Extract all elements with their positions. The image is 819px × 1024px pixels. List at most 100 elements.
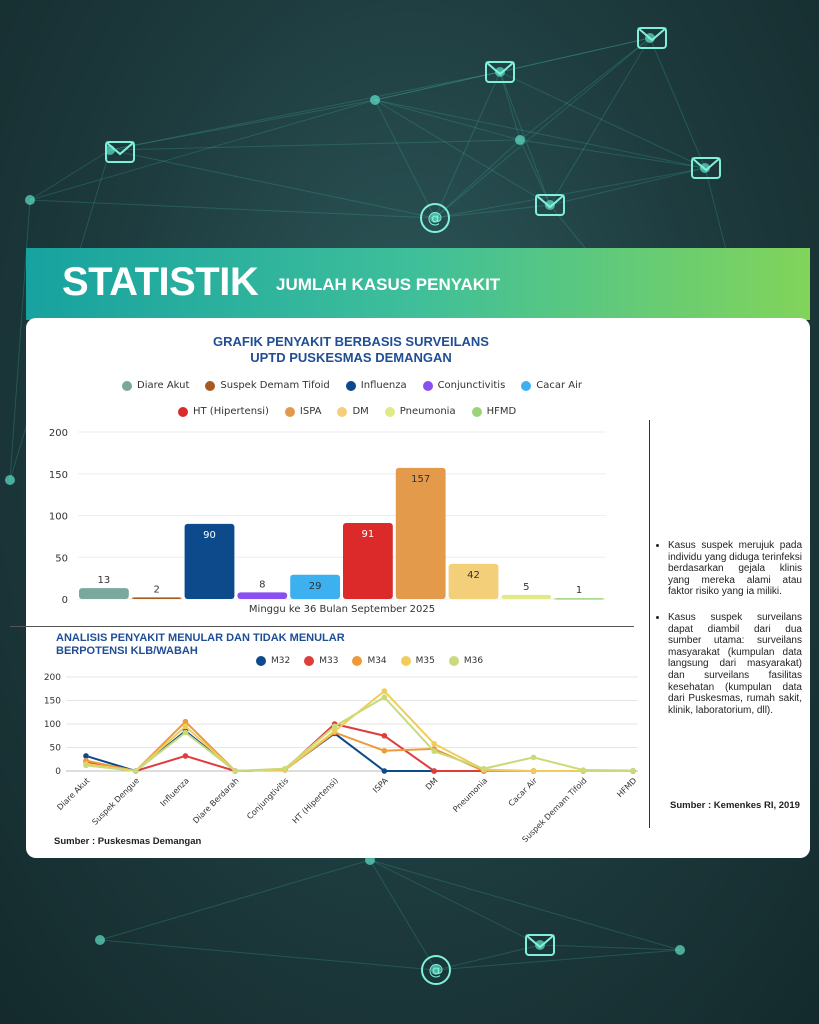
legend-swatch [471, 406, 482, 417]
data-point [381, 768, 388, 774]
x-axis-label: Minggu ke 36 Bulan September 2025 [249, 604, 435, 615]
header-banner: STATISTIK JUMLAH KASUS PENYAKIT [26, 248, 810, 320]
network-line [374, 99, 551, 206]
at-icon [420, 203, 450, 233]
legend-swatch [400, 656, 411, 666]
y-tick-label: 200 [49, 428, 68, 439]
network-line [434, 71, 501, 219]
mail-icon [525, 934, 555, 949]
mail-icon [525, 934, 555, 956]
legend-item: Suspek Demam Tifoid [205, 380, 330, 391]
network-node [25, 195, 35, 205]
legend-swatch [284, 406, 295, 417]
network-line [499, 37, 651, 73]
network-line [9, 199, 31, 481]
x-tick-label: ISPA [371, 776, 390, 795]
banner-title: STATISTIK [62, 260, 259, 304]
legend-item: M35 [400, 656, 435, 666]
network-node [95, 935, 105, 945]
line-title-line2: BERPOTENSI KLB/WABAH [56, 645, 198, 657]
legend-label: Influenza [360, 380, 407, 391]
series-line-m35 [85, 689, 633, 773]
legend-item: M34 [352, 656, 387, 666]
data-label: 1 [576, 585, 582, 596]
mail-icon [637, 27, 667, 49]
data-point [83, 762, 89, 769]
legend-label: Pneumonia [399, 406, 456, 417]
network-line [109, 139, 521, 151]
legend-item: DM [337, 406, 369, 417]
network-node [370, 95, 380, 105]
bar-influenza [184, 523, 235, 599]
notes-source: Sumber : Kemenkes RI, 2019 [670, 800, 800, 811]
y-tick-label: 150 [44, 697, 61, 707]
legend-label: Cacar Air [536, 380, 583, 391]
legend-swatch [256, 656, 266, 666]
bar-ht-hipertensi- [343, 523, 393, 599]
legend-label: ISPA [299, 406, 322, 417]
data-point [182, 729, 189, 736]
network-line [539, 944, 681, 951]
at-icon [421, 955, 451, 985]
legend-swatch [345, 380, 356, 391]
network-node [675, 945, 685, 955]
mail-icon [535, 194, 565, 209]
note-item: Kasus suspek surveilans dapat diambil da… [668, 612, 802, 716]
data-point [630, 767, 636, 774]
network-line [109, 71, 501, 151]
data-label: 157 [411, 474, 430, 485]
legend-label: HFMD [486, 406, 517, 417]
network-line [29, 199, 436, 219]
bar-pneumonia [501, 594, 552, 599]
legend-label: HT (Hipertensi) [193, 406, 269, 417]
network-line [369, 859, 681, 951]
network-line [435, 949, 681, 971]
data-label: 8 [259, 579, 265, 590]
legend-swatch [521, 380, 532, 391]
network-line [374, 71, 501, 101]
bar-suspek-demam-tifoid [131, 597, 182, 599]
legend-label: M34 [367, 656, 387, 666]
x-tick-label: HT (Hipertensi) [291, 776, 340, 825]
mail-icon [105, 141, 135, 163]
legend-swatch [422, 380, 433, 391]
network-line [99, 859, 371, 941]
y-tick-label: 200 [44, 673, 61, 683]
y-tick-label: 0 [62, 595, 68, 606]
bar-chart: 0 50 100 150 200 13 2 90 8 29 91 157 42 5 1 Minggu ke 3… [49, 428, 606, 615]
data-label: 13 [98, 575, 111, 586]
legend-item: HT (Hipertensi) [178, 406, 269, 417]
at-icon: @ [429, 961, 444, 979]
legend-item: Diare Akut [122, 380, 189, 391]
legend-label: Suspek Demam Tifoid [220, 380, 330, 391]
network-line [29, 149, 111, 201]
network-line [434, 204, 551, 219]
network-node [545, 200, 555, 210]
data-point [431, 768, 437, 774]
legend-swatch [205, 380, 216, 391]
legend-item: Influenza [345, 380, 407, 391]
data-point [481, 765, 487, 772]
y-tick-label: 0 [55, 767, 61, 777]
y-tick-label: 150 [49, 470, 68, 481]
mail-icon [691, 157, 721, 179]
data-label: 29 [309, 581, 322, 592]
network-node [535, 940, 545, 950]
legend-label: M35 [415, 656, 435, 666]
mail-icon [105, 141, 135, 156]
bar-chart-title: GRAFIK PENYAKIT BERBASIS SURVEILANS UPTD… [166, 334, 536, 366]
series-line-m36 [85, 695, 634, 773]
network-line [499, 71, 551, 206]
legend-item: Cacar Air [521, 380, 582, 391]
mail-icon [485, 61, 515, 83]
network-line [369, 859, 437, 971]
x-tick-label: Diare Akut [55, 776, 91, 812]
network-node [515, 135, 525, 145]
legend-swatch [122, 380, 132, 391]
network-line [649, 37, 706, 169]
bar-dm [448, 563, 499, 599]
line-title-line1: ANALISIS PENYAKIT MENULAR DAN TIDAK MENU… [56, 632, 345, 644]
network-line [435, 944, 541, 971]
legend-label: M32 [271, 656, 291, 666]
data-point [580, 767, 587, 773]
